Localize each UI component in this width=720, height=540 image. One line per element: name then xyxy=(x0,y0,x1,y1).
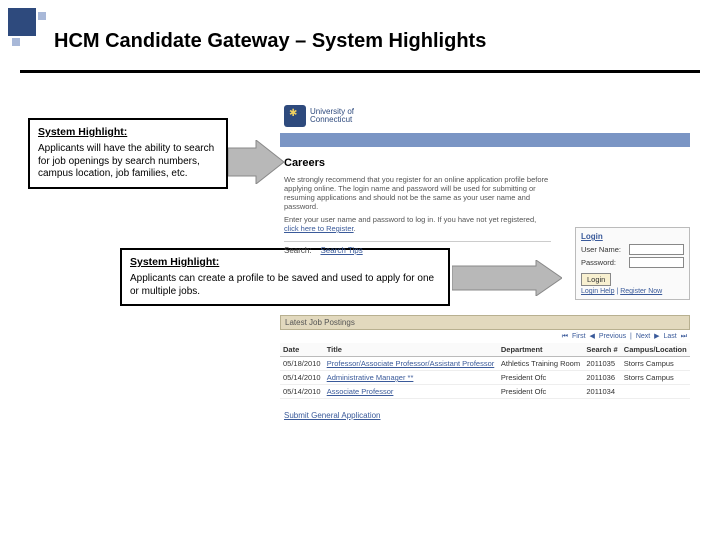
cell-title-link[interactable]: Professor/Associate Professor/Assistant … xyxy=(324,357,498,371)
cell-search: 2011035 xyxy=(583,357,620,371)
cell-title-link[interactable]: Administrative Manager ** xyxy=(324,371,498,385)
login-help-link[interactable]: Login Help xyxy=(581,288,614,295)
table-row: 05/18/2010 Professor/Associate Professor… xyxy=(280,357,690,371)
login-title: Login xyxy=(581,232,684,241)
register-link[interactable]: click here to Register xyxy=(284,224,354,233)
cell-title-link[interactable]: Associate Professor xyxy=(324,385,498,399)
logo-row: University of Connecticut xyxy=(284,105,690,127)
postings-table: Date Title Department Search # Campus/Lo… xyxy=(280,343,690,399)
search-row: Search: Search Tips xyxy=(284,241,551,255)
username-input[interactable] xyxy=(629,244,684,255)
col-title[interactable]: Title xyxy=(324,343,498,357)
cell-campus: Storrs Campus xyxy=(621,357,690,371)
col-date[interactable]: Date xyxy=(280,343,324,357)
cell-date: 05/18/2010 xyxy=(280,357,324,371)
careers-heading: Careers xyxy=(284,157,555,169)
col-dept[interactable]: Department xyxy=(498,343,584,357)
nav-bar xyxy=(280,133,690,147)
cell-search: 2011036 xyxy=(583,371,620,385)
arrow-icon-1 xyxy=(228,140,284,184)
callout-box-1: System Highlight: Applicants will have t… xyxy=(28,118,228,189)
password-label: Password: xyxy=(581,258,626,267)
col-campus[interactable]: Campus/Location xyxy=(621,343,690,357)
cell-date: 05/14/2010 xyxy=(280,385,324,399)
search-label: Search: xyxy=(284,246,312,255)
uconn-crest-icon xyxy=(284,105,306,127)
pager-prev[interactable]: Previous xyxy=(599,333,626,340)
password-input[interactable] xyxy=(629,257,684,268)
callout-1-label: System Highlight: xyxy=(38,126,218,139)
table-row: 05/14/2010 Associate Professor President… xyxy=(280,385,690,399)
cell-dept: Athletics Training Room xyxy=(498,357,584,371)
table-row: 05/14/2010 Administrative Manager ** Pre… xyxy=(280,371,690,385)
cell-dept: President Ofc xyxy=(498,371,584,385)
callout-1-body: Applicants will have the ability to sear… xyxy=(38,143,214,179)
login-panel: Login User Name: Password: Login Login H… xyxy=(575,227,690,300)
intro-text-1: We strongly recommend that you register … xyxy=(284,175,551,211)
intro-text-2: Enter your user name and password to log… xyxy=(284,215,551,233)
register-now-link[interactable]: Register Now xyxy=(620,288,662,295)
pager-last[interactable]: Last xyxy=(664,333,677,340)
col-search[interactable]: Search # xyxy=(583,343,620,357)
logo-line-2: Connecticut xyxy=(310,116,354,124)
logo-text: University of Connecticut xyxy=(310,108,354,124)
pager: ⏮ First ◀ Previous | Next ▶ Last ⏭ xyxy=(280,330,690,343)
pager-next[interactable]: Next xyxy=(636,333,650,340)
cell-dept: President Ofc xyxy=(498,385,584,399)
login-button[interactable]: Login xyxy=(581,273,611,286)
postings-section: Latest Job Postings ⏮ First ◀ Previous |… xyxy=(280,315,690,420)
cell-search: 2011034 xyxy=(583,385,620,399)
slide-title: HCM Candidate Gateway – System Highlight… xyxy=(54,30,486,53)
general-application-link[interactable]: Submit General Application xyxy=(284,411,686,420)
intro-text-2-body: Enter your user name and password to log… xyxy=(284,215,536,224)
title-underline xyxy=(20,70,700,73)
cell-campus: Storrs Campus xyxy=(621,371,690,385)
cell-campus xyxy=(621,385,690,399)
cell-date: 05/14/2010 xyxy=(280,371,324,385)
careers-screenshot: University of Connecticut Careers We str… xyxy=(280,105,690,420)
corner-accent-icon xyxy=(8,8,36,36)
username-label: User Name: xyxy=(581,245,626,254)
postings-header: Latest Job Postings xyxy=(280,315,690,330)
login-links: Login Help | Register Now xyxy=(581,288,684,295)
search-tips-link[interactable]: Search Tips xyxy=(320,246,362,255)
table-header-row: Date Title Department Search # Campus/Lo… xyxy=(280,343,690,357)
pager-first[interactable]: First xyxy=(572,333,586,340)
